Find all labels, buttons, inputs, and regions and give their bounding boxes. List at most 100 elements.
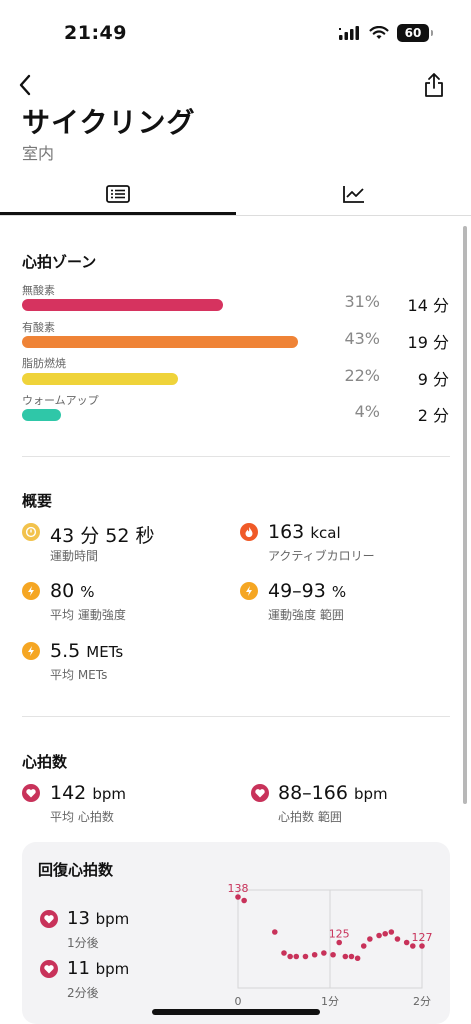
- intensity-range-unit: %: [331, 583, 347, 601]
- calories-unit: kcal: [310, 524, 341, 542]
- zone-percent-aerobic: 43%: [344, 329, 380, 348]
- timer-icon: [22, 523, 40, 541]
- hr-average-unit: bpm: [92, 785, 126, 803]
- tab-summary[interactable]: [0, 172, 236, 216]
- tab-graph[interactable]: [236, 172, 471, 216]
- hr-range-value: 88–166 bpm: [278, 782, 388, 804]
- chart-x-tick-label: 0: [235, 995, 242, 1008]
- mets-value: 5.5 METs: [50, 640, 123, 662]
- tab-bar: [0, 172, 471, 216]
- line-chart-icon: [342, 186, 364, 203]
- chart-point: [241, 897, 247, 904]
- zone-minutes-warmup: 2 分: [417, 406, 449, 425]
- recovery-heading: 回復心拍数: [38, 861, 114, 879]
- battery-icon: 60: [397, 24, 433, 42]
- duration-label: 運動時間: [50, 549, 99, 563]
- scrollbar[interactable]: [463, 226, 467, 804]
- chart-point: [235, 894, 241, 900]
- intensity-avg-value: 80 %: [50, 580, 95, 602]
- zone-minutes-fat-burn: 9 分: [417, 370, 449, 389]
- intensity-avg-unit: %: [80, 583, 95, 601]
- recovery-card[interactable]: 回復心拍数 13 bpm 1分後 11 bpm 2分後 0 1分 2分 138 125 1…: [22, 842, 450, 1024]
- chart-point: [272, 929, 278, 935]
- chart-point: [330, 951, 336, 958]
- hr-average-label: 平均 心拍数: [50, 810, 114, 824]
- status-time: 21:49: [64, 22, 127, 44]
- chart-point: [342, 953, 349, 960]
- chart-point: [293, 953, 300, 960]
- hr-average-value: 142 bpm: [50, 782, 126, 804]
- chart-point: [376, 932, 382, 939]
- chart-point: [336, 939, 343, 946]
- intensity-avg-number: 80: [50, 580, 75, 602]
- status-bar: 21:49 60: [0, 0, 471, 64]
- intensity-range-value: 49–93 %: [268, 580, 346, 602]
- page-subtitle: 室内: [22, 144, 55, 163]
- chart-point: [360, 943, 367, 949]
- share-button[interactable]: [419, 68, 449, 102]
- zone-bar-anaerobic: [22, 299, 223, 311]
- home-indicator: [152, 1009, 320, 1015]
- lightning-icon: [22, 582, 40, 600]
- tab-active-indicator: [0, 212, 236, 216]
- recovery-chart: 0 1分 2分 138 125 127: [228, 882, 433, 1008]
- zone-minutes-aerobic: 19 分: [407, 333, 449, 352]
- chart-point-label: 127: [412, 931, 433, 944]
- back-button[interactable]: [10, 68, 40, 102]
- recovery-1min-value: 13 bpm: [67, 908, 129, 929]
- battery-level: 60: [404, 26, 422, 40]
- calories-number: 163: [268, 521, 305, 543]
- chart-x-tick-label: 1分: [321, 995, 339, 1008]
- zone-minutes-anaerobic: 14 分: [407, 296, 449, 315]
- chart-x-tick-label: 2分: [413, 995, 431, 1008]
- intensity-avg-label: 平均 運動強度: [50, 608, 126, 622]
- chart-point-label: 125: [329, 928, 350, 941]
- recovery-1min-number: 13: [67, 908, 90, 929]
- zone-label-aerobic: 有酸素: [22, 321, 55, 334]
- hr-range-unit: bpm: [354, 785, 388, 803]
- zone-percent-warmup: 4%: [354, 402, 380, 421]
- lightning-icon: [240, 582, 258, 600]
- mets-label: 平均 METs: [50, 668, 108, 682]
- chart-point: [354, 955, 361, 962]
- calories-value: 163 kcal: [268, 521, 341, 543]
- share-icon: [425, 73, 443, 97]
- chart-point: [382, 930, 389, 937]
- signal-icon: [339, 26, 359, 40]
- heart-icon: [22, 784, 40, 802]
- chart-point: [388, 929, 395, 935]
- zone-bar-aerobic: [22, 336, 298, 348]
- zone-percent-fat-burn: 22%: [344, 366, 380, 385]
- chart-point: [410, 943, 416, 949]
- chart-point: [311, 951, 318, 958]
- list-icon: [106, 185, 130, 203]
- recovery-1min-label: 1分後: [67, 936, 99, 950]
- zone-label-anaerobic: 無酸素: [22, 284, 55, 297]
- duration-value: 43 分 52 秒: [50, 525, 155, 547]
- chart-point: [287, 953, 293, 960]
- chart-point: [394, 936, 401, 942]
- mets-number: 5.5: [50, 640, 81, 662]
- heart-icon: [251, 784, 269, 802]
- status-icons: 60: [339, 24, 433, 42]
- chart-point: [302, 953, 309, 960]
- hr-range-number: 88–166: [278, 782, 348, 804]
- lightning-icon: [22, 642, 40, 660]
- flame-icon: [240, 523, 258, 541]
- intensity-range-label: 運動強度 範囲: [268, 608, 344, 622]
- heart-icon: [40, 910, 58, 928]
- zone-label-fat-burn: 脂肪燃焼: [22, 357, 66, 370]
- calories-label: アクティブカロリー: [268, 549, 375, 563]
- heart-zone-heading: 心拍ゾーン: [22, 253, 97, 271]
- tab-divider: [0, 215, 471, 216]
- chart-point: [321, 950, 327, 956]
- chart-point: [348, 953, 355, 960]
- zone-bar-fat-burn: [22, 373, 178, 385]
- heart-rate-heading: 心拍数: [22, 753, 68, 771]
- mets-unit: METs: [86, 643, 124, 661]
- page-title: サイクリング: [22, 106, 196, 139]
- hr-average-number: 142: [50, 782, 87, 804]
- recovery-2min-label: 2分後: [67, 986, 99, 1000]
- chart-point: [419, 943, 425, 949]
- recovery-2min-number: 11: [67, 958, 90, 979]
